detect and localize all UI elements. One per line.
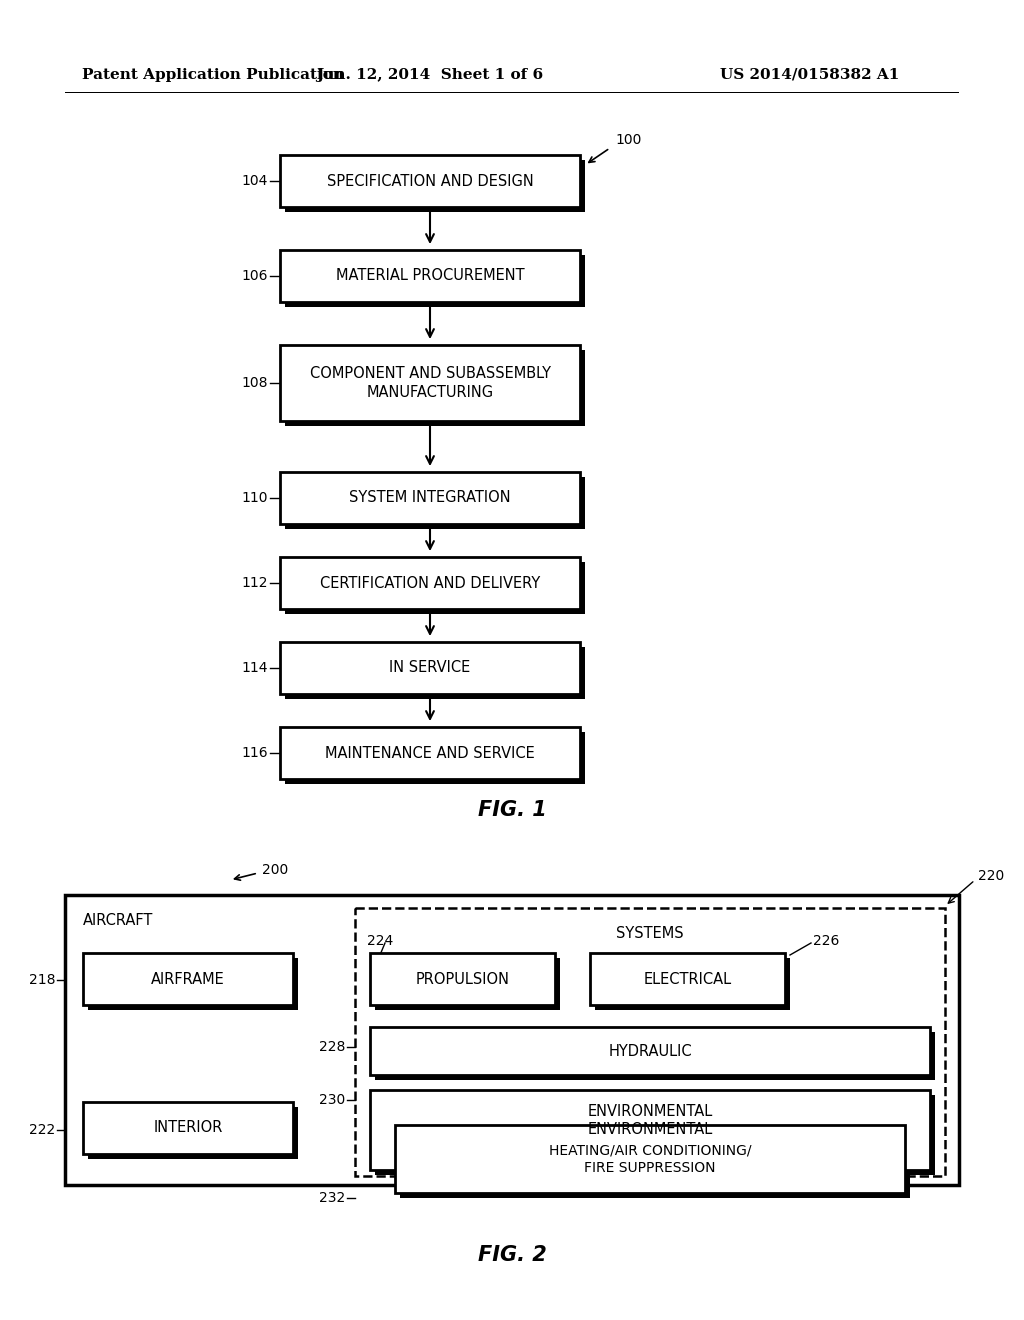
Bar [88, 1107, 298, 1159]
Text: ELECTRICAL: ELECTRICAL [643, 972, 731, 986]
Bar [280, 727, 580, 779]
Text: ENVIRONMENTAL: ENVIRONMENTAL [588, 1122, 713, 1138]
Bar [285, 562, 585, 614]
Text: HEATING/AIR CONDITIONING/
FIRE SUPPRESSION: HEATING/AIR CONDITIONING/ FIRE SUPPRESSI… [549, 1143, 752, 1175]
Text: 224: 224 [367, 935, 393, 948]
Text: FIG. 2: FIG. 2 [477, 1245, 547, 1265]
Bar [285, 160, 585, 213]
Text: HYDRAULIC: HYDRAULIC [608, 1044, 692, 1059]
Text: 200: 200 [262, 863, 288, 876]
Bar [280, 249, 580, 302]
Bar [285, 647, 585, 700]
Text: 232: 232 [318, 1191, 345, 1205]
Text: 230: 230 [318, 1093, 345, 1107]
Bar [375, 958, 560, 1010]
Text: AIRFRAME: AIRFRAME [152, 972, 225, 986]
Text: 106: 106 [242, 269, 268, 282]
Text: SYSTEM INTEGRATION: SYSTEM INTEGRATION [349, 491, 511, 506]
Bar [285, 255, 585, 308]
Text: IN SERVICE: IN SERVICE [389, 660, 471, 676]
Bar [285, 733, 585, 784]
Text: PROPULSION: PROPULSION [416, 972, 510, 986]
Text: INTERIOR: INTERIOR [154, 1121, 222, 1135]
Text: 228: 228 [318, 1040, 345, 1053]
Bar [88, 958, 298, 1010]
Text: MAINTENANCE AND SERVICE: MAINTENANCE AND SERVICE [326, 746, 535, 760]
Text: 104: 104 [242, 174, 268, 187]
Bar [280, 642, 580, 694]
Text: US 2014/0158382 A1: US 2014/0158382 A1 [720, 69, 899, 82]
Bar [280, 557, 580, 609]
Bar [355, 908, 945, 1176]
Text: MATERIAL PROCUREMENT: MATERIAL PROCUREMENT [336, 268, 524, 284]
Bar [285, 350, 585, 426]
Bar [400, 1130, 910, 1199]
Text: 100: 100 [615, 133, 641, 147]
Bar [83, 1102, 293, 1154]
Bar [370, 1027, 930, 1074]
Bar [280, 154, 580, 207]
Bar [83, 953, 293, 1005]
Text: 220: 220 [978, 869, 1005, 883]
Bar [285, 477, 585, 529]
Text: 222: 222 [29, 1123, 55, 1137]
Bar [280, 473, 580, 524]
Bar [370, 1090, 930, 1170]
Text: SYSTEMS: SYSTEMS [616, 927, 684, 941]
Text: Jun. 12, 2014  Sheet 1 of 6: Jun. 12, 2014 Sheet 1 of 6 [316, 69, 544, 82]
Text: 116: 116 [242, 746, 268, 760]
Text: 226: 226 [813, 935, 840, 948]
Text: Patent Application Publication: Patent Application Publication [82, 69, 344, 82]
Text: CERTIFICATION AND DELIVERY: CERTIFICATION AND DELIVERY [319, 576, 540, 590]
Text: SPECIFICATION AND DESIGN: SPECIFICATION AND DESIGN [327, 173, 534, 189]
Text: COMPONENT AND SUBASSEMBLY
MANUFACTURING: COMPONENT AND SUBASSEMBLY MANUFACTURING [309, 366, 551, 400]
Text: 218: 218 [29, 973, 55, 987]
Bar [395, 1125, 905, 1193]
Bar [590, 953, 785, 1005]
Text: 110: 110 [242, 491, 268, 506]
Text: 108: 108 [242, 376, 268, 389]
Text: AIRCRAFT: AIRCRAFT [83, 913, 154, 928]
Bar [375, 1096, 935, 1175]
Bar [375, 1032, 935, 1080]
Text: FIG. 1: FIG. 1 [477, 800, 547, 820]
Bar [595, 958, 790, 1010]
Text: 114: 114 [242, 661, 268, 675]
Text: 112: 112 [242, 576, 268, 590]
Bar [370, 953, 555, 1005]
Text: ENVIRONMENTAL: ENVIRONMENTAL [588, 1104, 713, 1119]
Bar [65, 895, 959, 1185]
Bar [280, 345, 580, 421]
